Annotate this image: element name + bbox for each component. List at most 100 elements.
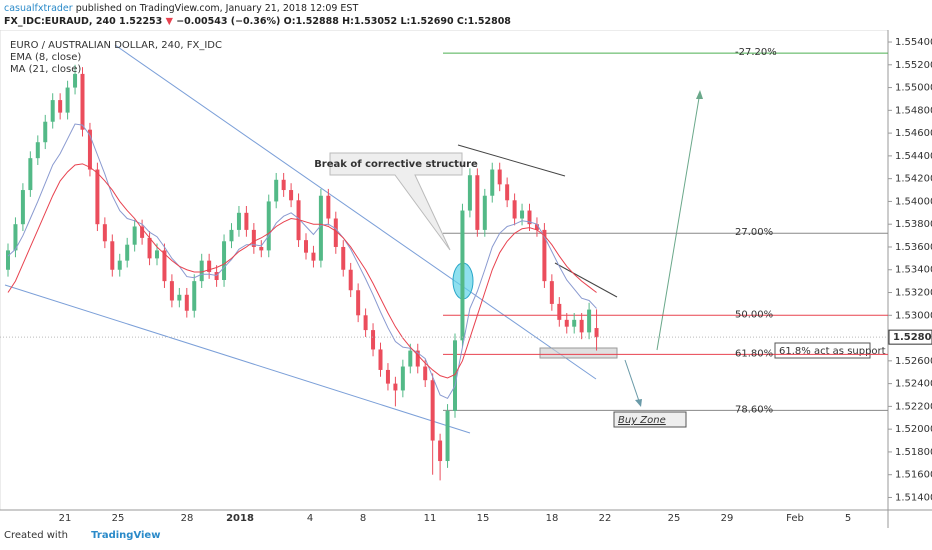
candle-body [549, 281, 554, 304]
candle-body [505, 184, 510, 201]
candle-body [155, 250, 159, 259]
y-tick-label: 1.53800 [895, 219, 932, 230]
support-text: 61.8% act as support [779, 346, 886, 357]
last-price-tag [888, 329, 932, 345]
candle-body [512, 200, 517, 219]
candle-body [333, 218, 338, 247]
fib-label: 27.00% [735, 227, 773, 238]
y-tick-label: 1.51600 [895, 470, 932, 481]
fib-label: 78.60% [735, 404, 773, 415]
candle-body [482, 195, 487, 230]
y-tick-label: 1.53400 [895, 265, 932, 276]
candle-body [363, 315, 368, 331]
x-tick-label: 15 [477, 513, 490, 524]
arrow-head [635, 399, 642, 407]
candle-body [400, 366, 405, 391]
candle-body [50, 100, 55, 122]
x-tick-label: 4 [307, 513, 313, 524]
candle-body [579, 319, 584, 333]
candle-body [475, 175, 480, 230]
candle-body [140, 226, 145, 238]
candle-body [318, 195, 323, 261]
candle-body [542, 229, 547, 282]
change: −0.00543 (−0.36%) [176, 16, 281, 27]
candle-body [87, 129, 92, 170]
x-tick-label: 11 [424, 513, 437, 524]
candle-body [341, 246, 346, 270]
footer-created: Created with [4, 530, 68, 541]
candle-body [95, 169, 100, 225]
y-tick-label: 1.52000 [895, 424, 932, 435]
arrow [656, 91, 701, 351]
x-tick-label: Feb [786, 513, 804, 524]
indicator-line [7, 123, 597, 400]
candle-body [408, 350, 413, 367]
candle-body [304, 240, 308, 253]
candle-body [393, 383, 398, 391]
candle-body [438, 440, 443, 462]
indicator-line [7, 163, 597, 379]
y-tick-label: 1.55400 [895, 37, 932, 48]
header-line: casualfxtrader published on TradingView.… [4, 3, 358, 14]
legend-entry: MA (21, close) [10, 64, 81, 75]
candle-body [467, 175, 472, 211]
candle-body [43, 121, 48, 143]
footer-brand: TradingView [91, 530, 161, 541]
chart-title: EURO / AUSTRALIAN DOLLAR, 240, FX_IDC [10, 40, 222, 51]
last-price-label: 1.52808 [893, 332, 932, 343]
y-tick-label: 1.55000 [895, 83, 932, 94]
candle-body [430, 380, 435, 441]
symbol: FX_IDC:EURAUD, 240 [4, 16, 116, 27]
candle-body [423, 366, 428, 381]
y-tick-label: 1.54600 [895, 128, 932, 139]
candle-body [296, 200, 301, 241]
zone-box [539, 347, 618, 359]
candle-body [184, 294, 189, 311]
x-tick-label: 21 [59, 513, 72, 524]
x-tick-label: 2018 [226, 513, 254, 524]
x-tick-label: 28 [181, 513, 194, 524]
y-tick-label: 1.51400 [895, 492, 932, 503]
candle-body [445, 410, 450, 462]
candle-body [244, 212, 249, 230]
y-tick-label: 1.52200 [895, 401, 932, 412]
candle-body [236, 212, 241, 230]
fib-label: -27.20% [735, 47, 777, 58]
buy-zone-box [613, 411, 687, 428]
candle-body [594, 328, 599, 338]
candle-body [460, 210, 465, 341]
y-tick-label: 1.54200 [895, 174, 932, 185]
candle-body [214, 272, 219, 280]
quote: 1.52253 [119, 16, 163, 27]
candle-body [65, 87, 70, 113]
legend-entry: EMA (8, close) [10, 52, 81, 63]
trend-line [457, 144, 566, 177]
candle-body [6, 250, 10, 270]
candle-body [527, 210, 532, 225]
candle-body [266, 201, 271, 251]
trend-line [554, 262, 618, 298]
candle-body [415, 350, 420, 367]
x-tick-label: 25 [112, 513, 125, 524]
fib-label: 50.00% [735, 309, 773, 320]
candle-body [259, 246, 264, 251]
candle-body [28, 158, 33, 191]
y-tick-label: 1.54000 [895, 196, 932, 207]
candle-body [73, 73, 78, 88]
y-tick-label: 1.53000 [895, 310, 932, 321]
candle-body [326, 195, 331, 219]
footer: Created with TradingView [4, 530, 160, 541]
candle-body [453, 340, 457, 411]
candle-body [169, 281, 174, 301]
candle-body [251, 229, 256, 247]
y-tick-label: 1.53600 [895, 242, 932, 253]
candle-body [274, 179, 279, 202]
y-tick-label: 1.52400 [895, 379, 932, 390]
published: published on TradingView.com, January 21… [75, 3, 359, 14]
candle-body [207, 260, 212, 273]
callout-box [329, 152, 463, 251]
candle-body [110, 241, 115, 270]
trend-line [114, 44, 597, 380]
plot-area [0, 30, 889, 511]
